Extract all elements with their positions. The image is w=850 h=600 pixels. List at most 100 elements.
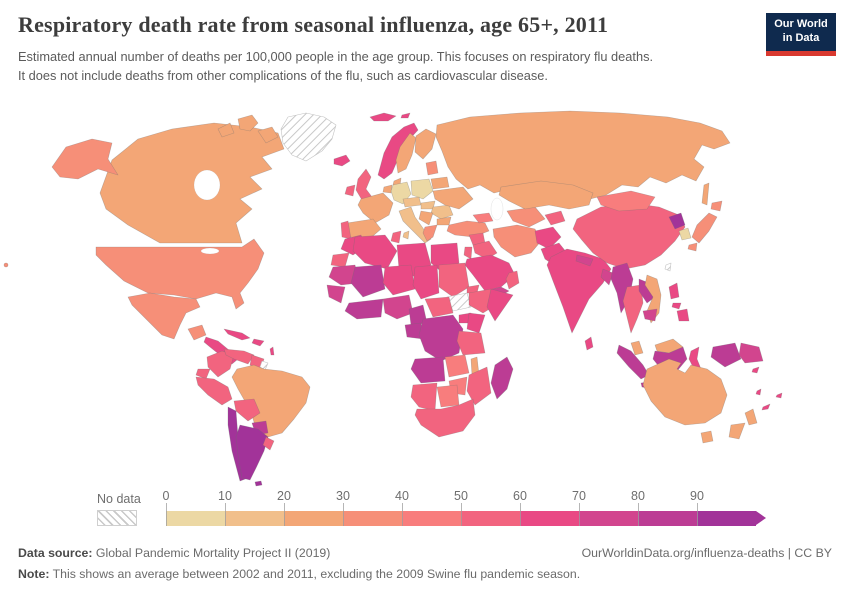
country-namibia[interactable] — [410, 382, 438, 412]
legend-segment-0[interactable] — [166, 511, 225, 526]
country-finland[interactable] — [414, 128, 437, 160]
country-north-korea[interactable] — [668, 212, 686, 230]
legend-segment-9[interactable] — [697, 511, 756, 526]
country-angola[interactable] — [410, 356, 446, 384]
country-mexico[interactable] — [127, 292, 201, 340]
legend-segment-2[interactable] — [284, 511, 343, 526]
country-tanzania[interactable] — [456, 330, 486, 356]
country-new-zealand-south[interactable] — [728, 422, 746, 440]
country-cuba[interactable] — [223, 328, 251, 341]
country-balkans[interactable] — [418, 210, 434, 226]
country-benelux[interactable] — [382, 184, 393, 194]
country-peru[interactable] — [195, 376, 233, 406]
country-alaska[interactable] — [51, 138, 119, 180]
country-fiji[interactable] — [775, 392, 783, 399]
country-iran[interactable] — [492, 224, 542, 258]
country-ireland[interactable] — [344, 184, 356, 197]
country-sweden[interactable] — [395, 132, 417, 174]
legend-segment-3[interactable] — [343, 511, 402, 526]
country-cambodia[interactable] — [642, 308, 658, 322]
country-poland[interactable] — [410, 178, 434, 200]
country-tunisia[interactable] — [390, 230, 402, 244]
country-vanuatu[interactable] — [755, 388, 762, 396]
country-algeria[interactable] — [352, 234, 398, 270]
country-senegal-guinea[interactable] — [326, 284, 346, 304]
country-kyrgyz-tajik[interactable] — [544, 210, 566, 226]
country-iceland[interactable] — [333, 154, 351, 167]
country-venezuela[interactable] — [223, 348, 255, 365]
legend-no-data[interactable]: No data — [97, 492, 145, 526]
country-nepal[interactable] — [575, 254, 594, 267]
country-mali[interactable] — [350, 264, 386, 298]
country-lesser-antilles[interactable] — [269, 346, 275, 356]
country-sudan[interactable] — [438, 262, 470, 298]
country-chad[interactable] — [412, 264, 440, 300]
country-sakhalin[interactable] — [701, 182, 710, 206]
country-caucasus[interactable] — [472, 212, 494, 224]
country-saudi-arabia[interactable] — [464, 254, 516, 292]
country-japan-honshu[interactable] — [691, 212, 718, 244]
country-taiwan[interactable] — [664, 262, 672, 272]
country-uk[interactable] — [355, 168, 373, 201]
country-somalia[interactable] — [486, 288, 514, 322]
country-new-caledonia[interactable] — [761, 403, 771, 411]
country-mauritania[interactable] — [328, 264, 360, 286]
country-kenya[interactable] — [466, 312, 486, 334]
country-usa[interactable] — [95, 238, 265, 310]
country-svalbard[interactable] — [369, 112, 397, 122]
country-solomon-islands[interactable] — [751, 366, 760, 374]
country-belarus[interactable] — [430, 176, 450, 190]
country-italy[interactable] — [398, 206, 432, 244]
country-bangladesh[interactable] — [600, 268, 614, 286]
country-australia[interactable] — [642, 358, 728, 426]
country-philippines-luzon[interactable] — [668, 282, 680, 300]
country-turkmen-uzbek[interactable] — [506, 206, 546, 228]
country-new-zealand-north[interactable] — [744, 408, 758, 426]
country-japan-kyushu[interactable] — [687, 242, 698, 252]
country-papua-new-guinea[interactable] — [738, 342, 764, 364]
country-kazakhstan[interactable] — [498, 180, 594, 210]
country-niger[interactable] — [382, 264, 416, 296]
legend-segment-4[interactable] — [402, 511, 461, 526]
country-dr-congo[interactable] — [418, 314, 464, 362]
legend-segment-8[interactable] — [638, 511, 697, 526]
country-yucatan[interactable] — [187, 324, 207, 341]
country-uruguay[interactable] — [262, 436, 275, 451]
country-bolivia[interactable] — [233, 398, 261, 422]
country-indonesia-sumatra[interactable] — [616, 344, 650, 380]
country-mozambique[interactable] — [466, 366, 492, 406]
country-zambia[interactable] — [444, 354, 470, 378]
country-ghana-ivory[interactable] — [344, 298, 384, 320]
country-russia[interactable] — [435, 110, 731, 200]
country-czechia-austria[interactable] — [402, 196, 422, 208]
country-france[interactable] — [357, 192, 394, 224]
legend-segment-5[interactable] — [461, 511, 520, 526]
country-baltics[interactable] — [425, 160, 439, 176]
country-india[interactable] — [546, 248, 612, 334]
country-madagascar[interactable] — [490, 356, 514, 400]
country-greece[interactable] — [422, 224, 438, 242]
country-central-african-republic[interactable] — [424, 296, 454, 318]
legend-segment-1[interactable] — [225, 511, 284, 526]
country-sardinia[interactable] — [402, 230, 410, 240]
country-oman[interactable] — [505, 270, 520, 290]
country-greenland[interactable] — [280, 112, 337, 162]
country-canada-arctic-2[interactable] — [237, 114, 259, 132]
country-japan-hokkaido[interactable] — [710, 200, 723, 212]
country-ukraine[interactable] — [432, 186, 474, 210]
legend-segment-6[interactable] — [520, 511, 579, 526]
country-tasmania[interactable] — [700, 430, 714, 444]
country-colombia[interactable] — [206, 350, 235, 378]
owid-logo[interactable]: Our World in Data — [766, 13, 836, 56]
country-philippines-mindanao[interactable] — [676, 308, 690, 322]
country-hawaii[interactable] — [3, 262, 9, 268]
country-falklands[interactable] — [254, 480, 263, 487]
country-svalbard-2[interactable] — [400, 112, 411, 119]
country-afghanistan[interactable] — [534, 226, 562, 250]
country-canada-arctic-1[interactable] — [217, 122, 235, 138]
country-canada-arctic-3[interactable] — [257, 126, 279, 144]
country-south-korea[interactable] — [678, 227, 692, 241]
country-hispaniola[interactable] — [251, 338, 265, 347]
country-western-sahara[interactable] — [330, 252, 350, 268]
country-levant[interactable] — [463, 246, 473, 260]
